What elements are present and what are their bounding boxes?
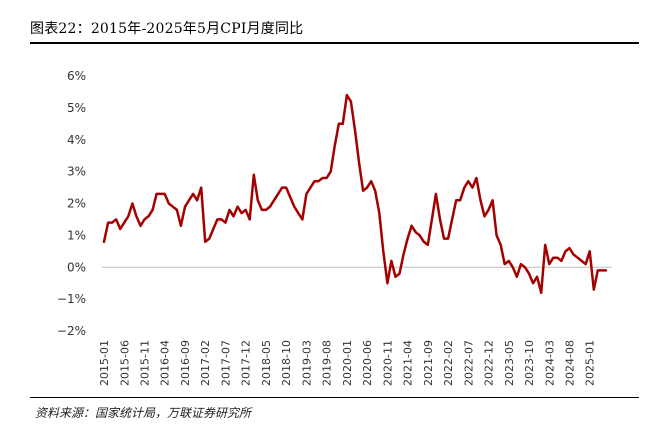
- cpi-line-chart: −2% −1% 0% 1% 2% 3% 4% 5% 6% 2015-01 2015-06 2015-1…: [57, 69, 612, 386]
- x-tick-label: 2021-04: [402, 340, 415, 386]
- x-tick-label: 2019-08: [321, 340, 334, 386]
- x-tick-label: 2016-09: [179, 340, 192, 386]
- y-tick-label: 0%: [67, 260, 86, 274]
- x-tick-label: 2018-05: [260, 340, 273, 386]
- source-note: 资料来源：国家统计局，万联证券研究所: [35, 406, 252, 420]
- y-tick-label: 1%: [67, 228, 86, 242]
- x-tick-label: 2016-04: [159, 340, 172, 386]
- x-tick-label: 2025-01: [584, 340, 597, 386]
- x-tick-label: 2019-03: [300, 340, 313, 386]
- title-rule: [30, 42, 639, 44]
- x-tick-label: 2020-06: [361, 340, 374, 386]
- x-tick-label: 2017-12: [240, 340, 253, 386]
- x-tick-label: 2021-09: [422, 340, 435, 386]
- source-rule: [30, 397, 639, 398]
- x-tick-label: 2017-07: [219, 340, 232, 386]
- x-tick-label: 2024-08: [564, 340, 577, 386]
- x-tick-label: 2020-11: [381, 340, 394, 386]
- x-tick-label: 2022-02: [442, 340, 455, 386]
- x-tick-label: 2018-10: [280, 340, 293, 386]
- x-tick-label: 2023-10: [523, 340, 536, 386]
- x-tick-label: 2015-01: [98, 340, 111, 386]
- x-tick-label: 2017-02: [199, 340, 212, 386]
- x-tick-label: 2024-03: [543, 340, 556, 386]
- x-tick-label: 2015-06: [118, 340, 131, 386]
- y-tick-label: 2%: [67, 197, 86, 211]
- y-tick-label: 4%: [67, 133, 86, 147]
- y-tick-label: 6%: [67, 69, 86, 83]
- x-tick-label: 2015-11: [139, 340, 152, 386]
- y-tick-label: −1%: [57, 292, 86, 306]
- chart-title: 图表22：2015年-2025年5月CPI月度同比: [30, 21, 304, 37]
- x-tick-label: 2023-05: [503, 340, 516, 386]
- y-tick-label: −2%: [57, 324, 86, 338]
- y-tick-label: 5%: [67, 101, 86, 115]
- x-tick-label: 2020-01: [341, 340, 354, 386]
- y-tick-label: 3%: [67, 165, 86, 179]
- x-tick-label: 2022-12: [483, 340, 496, 386]
- x-tick-label: 2022-07: [462, 340, 475, 386]
- cpi-series-line: [102, 93, 608, 295]
